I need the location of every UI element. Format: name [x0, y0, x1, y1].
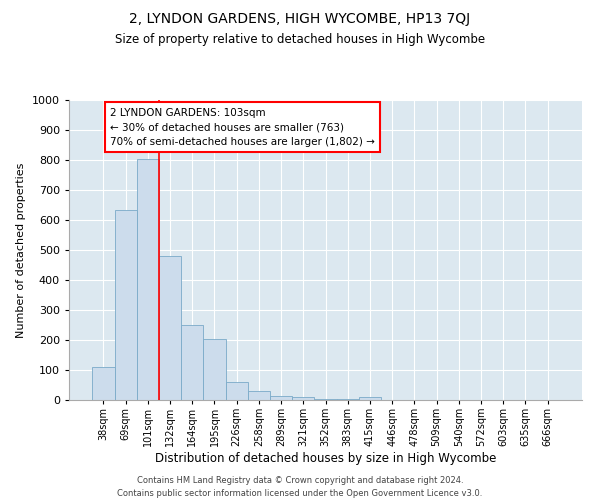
Bar	[337, 399, 359, 400]
Bar	[270, 396, 292, 400]
Bar	[248, 391, 270, 400]
X-axis label: Distribution of detached houses by size in High Wycombe: Distribution of detached houses by size …	[155, 452, 496, 465]
Bar	[292, 397, 314, 400]
Bar	[159, 256, 181, 400]
Text: Size of property relative to detached houses in High Wycombe: Size of property relative to detached ho…	[115, 32, 485, 46]
Bar	[92, 367, 115, 400]
Bar	[115, 210, 137, 400]
Y-axis label: Number of detached properties: Number of detached properties	[16, 162, 26, 338]
Text: Contains HM Land Registry data © Crown copyright and database right 2024.
Contai: Contains HM Land Registry data © Crown c…	[118, 476, 482, 498]
Text: 2, LYNDON GARDENS, HIGH WYCOMBE, HP13 7QJ: 2, LYNDON GARDENS, HIGH WYCOMBE, HP13 7Q…	[130, 12, 470, 26]
Text: 2 LYNDON GARDENS: 103sqm
← 30% of detached houses are smaller (763)
70% of semi-: 2 LYNDON GARDENS: 103sqm ← 30% of detach…	[110, 108, 375, 147]
Bar	[203, 338, 226, 400]
Bar	[359, 397, 381, 400]
Bar	[226, 382, 248, 400]
Bar	[137, 158, 159, 400]
Bar	[181, 325, 203, 400]
Bar	[314, 398, 337, 400]
